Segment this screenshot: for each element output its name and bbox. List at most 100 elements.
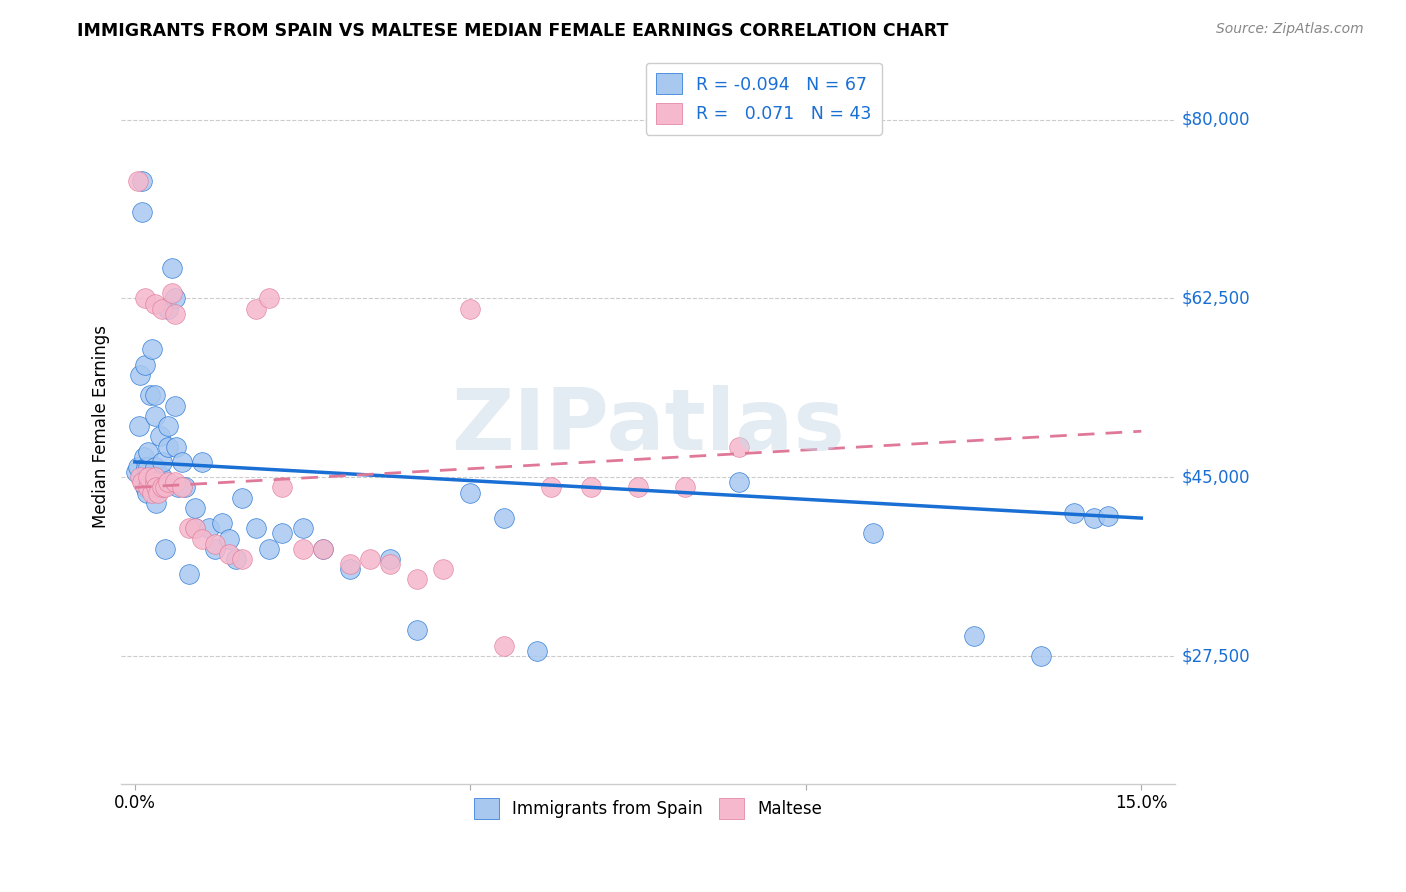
Text: $62,500: $62,500 bbox=[1181, 289, 1250, 308]
Point bbox=[136, 480, 159, 494]
Point bbox=[204, 536, 226, 550]
Point bbox=[231, 491, 253, 505]
Point bbox=[136, 470, 159, 484]
Point bbox=[204, 541, 226, 556]
Point bbox=[184, 521, 207, 535]
Point bbox=[127, 460, 149, 475]
Point bbox=[271, 480, 294, 494]
Point bbox=[540, 480, 562, 494]
Point bbox=[339, 557, 361, 571]
Point bbox=[962, 629, 984, 643]
Point bbox=[165, 475, 187, 490]
Point bbox=[218, 547, 240, 561]
Point bbox=[157, 440, 180, 454]
Point bbox=[150, 455, 173, 469]
Point bbox=[312, 541, 335, 556]
Point bbox=[1097, 509, 1119, 524]
Point bbox=[134, 358, 156, 372]
Point bbox=[143, 475, 166, 490]
Point bbox=[245, 301, 267, 316]
Point bbox=[148, 480, 170, 494]
Point bbox=[1083, 511, 1105, 525]
Point bbox=[143, 460, 166, 475]
Point bbox=[359, 552, 381, 566]
Point bbox=[160, 260, 183, 275]
Point bbox=[138, 388, 160, 402]
Point bbox=[177, 521, 200, 535]
Point bbox=[136, 485, 159, 500]
Text: Source: ZipAtlas.com: Source: ZipAtlas.com bbox=[1216, 22, 1364, 37]
Point bbox=[257, 541, 280, 556]
Point bbox=[125, 465, 148, 479]
Point bbox=[129, 368, 152, 382]
Point bbox=[160, 286, 183, 301]
Point bbox=[862, 526, 884, 541]
Point bbox=[460, 485, 482, 500]
Point bbox=[157, 475, 180, 490]
Point bbox=[170, 455, 193, 469]
Point bbox=[143, 388, 166, 402]
Point bbox=[134, 292, 156, 306]
Point bbox=[405, 573, 427, 587]
Point bbox=[145, 480, 167, 494]
Point bbox=[460, 301, 482, 316]
Point bbox=[150, 301, 173, 316]
Point bbox=[157, 419, 180, 434]
Text: ZIPatlas: ZIPatlas bbox=[451, 384, 845, 467]
Point bbox=[148, 485, 170, 500]
Point bbox=[141, 343, 163, 357]
Point bbox=[132, 475, 155, 490]
Point bbox=[432, 562, 454, 576]
Point bbox=[127, 174, 149, 188]
Point bbox=[129, 470, 152, 484]
Point bbox=[143, 470, 166, 484]
Point bbox=[191, 455, 214, 469]
Point bbox=[673, 480, 696, 494]
Point bbox=[257, 292, 280, 306]
Point bbox=[231, 552, 253, 566]
Point bbox=[378, 557, 401, 571]
Point bbox=[136, 475, 159, 490]
Point bbox=[727, 440, 749, 454]
Point bbox=[143, 475, 166, 490]
Point bbox=[143, 296, 166, 310]
Point bbox=[131, 475, 153, 490]
Point bbox=[149, 429, 172, 443]
Point bbox=[627, 480, 650, 494]
Point bbox=[191, 532, 214, 546]
Point bbox=[135, 460, 157, 475]
Point bbox=[526, 644, 548, 658]
Point bbox=[152, 480, 174, 494]
Point bbox=[131, 204, 153, 219]
Point bbox=[218, 532, 240, 546]
Point bbox=[170, 480, 193, 494]
Point bbox=[150, 480, 173, 494]
Point bbox=[167, 480, 190, 494]
Point bbox=[492, 511, 515, 525]
Point bbox=[134, 450, 156, 464]
Point bbox=[245, 521, 267, 535]
Point bbox=[153, 480, 176, 494]
Point bbox=[197, 521, 219, 535]
Point bbox=[128, 419, 150, 434]
Point bbox=[174, 480, 197, 494]
Text: IMMIGRANTS FROM SPAIN VS MALTESE MEDIAN FEMALE EARNINGS CORRELATION CHART: IMMIGRANTS FROM SPAIN VS MALTESE MEDIAN … bbox=[77, 22, 949, 40]
Point bbox=[131, 174, 153, 188]
Point bbox=[145, 496, 167, 510]
Point bbox=[134, 480, 156, 494]
Point bbox=[184, 521, 207, 535]
Legend: Immigrants from Spain, Maltese: Immigrants from Spain, Maltese bbox=[467, 792, 830, 825]
Point bbox=[136, 444, 159, 458]
Point bbox=[150, 470, 173, 484]
Point bbox=[1063, 506, 1085, 520]
Point bbox=[291, 541, 314, 556]
Point bbox=[339, 562, 361, 576]
Point bbox=[492, 639, 515, 653]
Point bbox=[165, 292, 187, 306]
Point bbox=[184, 500, 207, 515]
Point bbox=[727, 475, 749, 490]
Point bbox=[143, 409, 166, 423]
Text: $45,000: $45,000 bbox=[1181, 468, 1250, 486]
Point bbox=[165, 399, 187, 413]
Point bbox=[136, 460, 159, 475]
